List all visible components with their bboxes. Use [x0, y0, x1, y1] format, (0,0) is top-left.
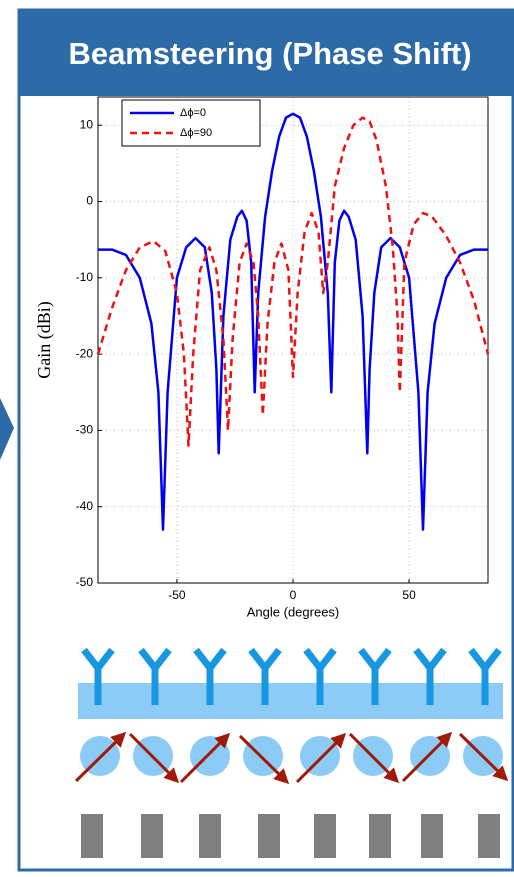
x-tick-label: -50 — [168, 588, 186, 602]
legend-label: Δϕ=0 — [180, 107, 206, 119]
legend-box — [121, 99, 261, 147]
legend-label: Δϕ=90 — [180, 127, 212, 139]
y-tick-label: -40 — [76, 499, 94, 513]
antennas — [81, 647, 502, 705]
plot-frame — [97, 96, 489, 584]
feeds — [81, 814, 500, 858]
y-tick-label: -50 — [76, 575, 94, 589]
phase-arrows — [74, 731, 509, 785]
antenna-diagram — [74, 647, 509, 858]
x-axis-label: Angle (degrees) — [247, 604, 340, 619]
y-tick-label: -20 — [76, 346, 94, 360]
x-tick-label: 50 — [402, 588, 416, 602]
y-axis-label: Gain (dBi) — [34, 301, 55, 378]
arrow-shape — [0, 398, 14, 460]
title-bar — [19, 10, 513, 96]
y-tick-label: 10 — [80, 117, 94, 131]
x-tick-label: 0 — [290, 588, 297, 602]
series-line — [98, 112, 488, 531]
y-tick-label: -10 — [76, 270, 94, 284]
chart: -50 -40 -30 -20 -10 0 10 -50 0 50 Angle (degrees) G… — [34, 96, 490, 619]
substrate — [78, 683, 503, 719]
y-tick-label: -30 — [76, 423, 94, 437]
title: Beamsteering (Phase Shift) — [68, 36, 471, 71]
y-tick-label: 0 — [86, 194, 93, 208]
